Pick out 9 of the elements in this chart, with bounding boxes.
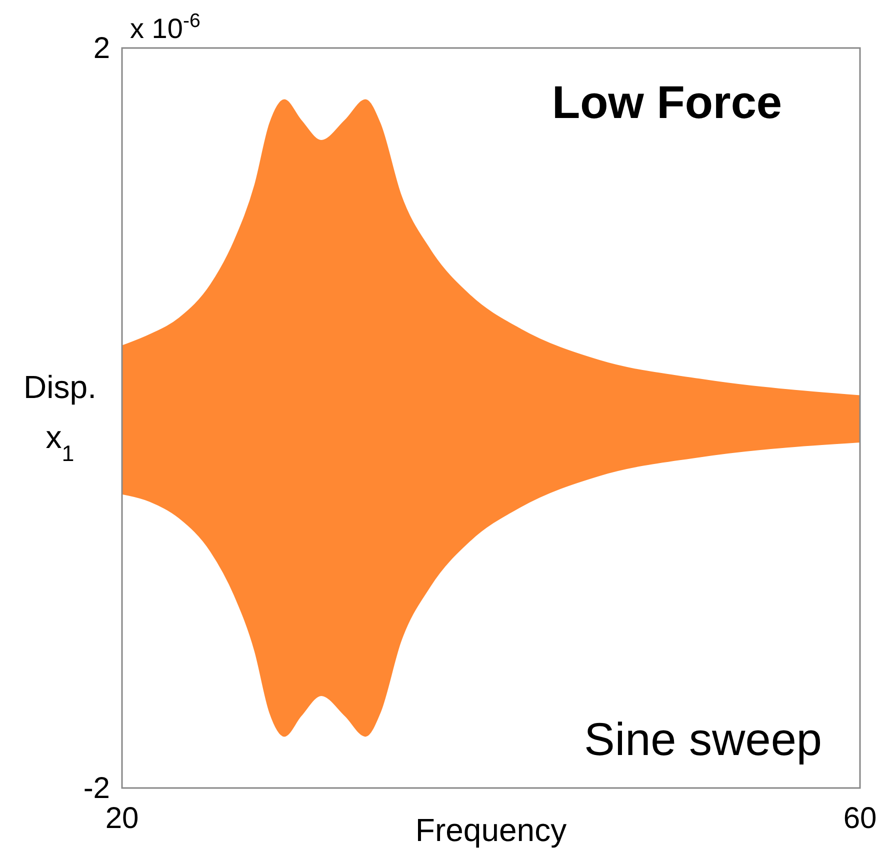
annotation: Sine sweep [584,713,822,765]
y-tick-label: 2 [93,32,110,65]
annotation: Low Force [552,76,782,128]
y-axis-title: Disp. x$_{1}$ [24,369,96,466]
x-tick-label: 20 [105,802,139,835]
text: x 10$^{-6}$ [130,10,200,44]
y-tick-label: -2 [83,772,110,805]
x-tick-label: 60 [843,802,877,835]
x-axis-title: Frequency [415,812,567,848]
